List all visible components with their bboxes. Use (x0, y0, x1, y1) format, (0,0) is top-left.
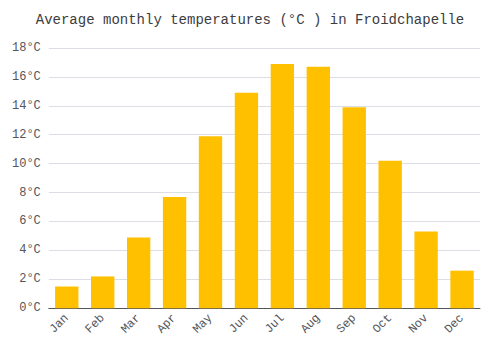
svg-text:Aug: Aug (298, 311, 323, 336)
svg-text:Jan: Jan (47, 311, 72, 336)
svg-text:Dec: Dec (442, 311, 467, 336)
svg-text:Mar: Mar (118, 311, 143, 336)
svg-text:May: May (190, 311, 215, 336)
svg-text:10°C: 10°C (12, 157, 41, 171)
svg-text:0°C: 0°C (19, 301, 41, 315)
svg-text:6°C: 6°C (19, 214, 41, 228)
svg-text:Oct: Oct (370, 311, 395, 336)
svg-text:Sep: Sep (334, 311, 359, 336)
svg-text:12°C: 12°C (12, 128, 41, 142)
svg-text:18°C: 18°C (12, 41, 41, 55)
svg-text:Jul: Jul (262, 311, 287, 336)
svg-text:Apr: Apr (154, 311, 179, 336)
svg-text:Nov: Nov (406, 311, 431, 336)
svg-text:16°C: 16°C (12, 70, 41, 84)
svg-text:2°C: 2°C (19, 272, 41, 286)
svg-text:8°C: 8°C (19, 186, 41, 200)
svg-text:4°C: 4°C (19, 243, 41, 257)
svg-text:14°C: 14°C (12, 99, 41, 113)
svg-text:Feb: Feb (82, 311, 107, 336)
svg-text:Average monthly temperatures (: Average monthly temperatures (°C ) in Fr… (36, 12, 464, 28)
svg-text:Jun: Jun (226, 311, 251, 336)
